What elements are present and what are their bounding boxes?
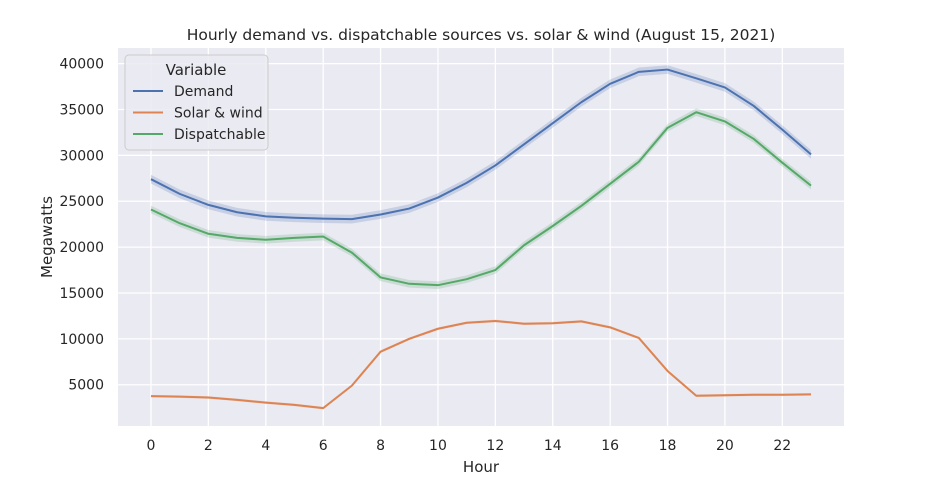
x-tick-label: 2 [204, 438, 213, 454]
y-tick-label: 25000 [59, 194, 104, 210]
y-tick-label: 10000 [59, 332, 104, 348]
x-tick-label: 0 [147, 438, 156, 454]
dispatchable-legend-label: Dispatchable [174, 127, 265, 143]
y-tick-label: 35000 [59, 102, 104, 118]
x-tick-label: 12 [486, 438, 504, 454]
x-tick-label: 8 [376, 438, 385, 454]
dispatchable-line [150, 111, 812, 287]
y-tick-label: 40000 [59, 57, 104, 73]
legend-items: Demand Solar & wind Dispatchable [133, 84, 265, 143]
legend-box [124, 54, 269, 151]
x-tick-label: 20 [716, 438, 734, 454]
x-tick-label: 16 [601, 438, 619, 454]
x-tick-label: 22 [773, 438, 791, 454]
x-tick-labels: 0 2 4 6 8 10 12 14 16 18 20 22 [147, 438, 792, 454]
chart-title: Hourly demand vs. dispatchable sources v… [187, 26, 776, 44]
x-tick-label: 18 [659, 438, 677, 454]
y-tick-label: 20000 [59, 240, 104, 256]
x-tick-label: 14 [544, 438, 562, 454]
x-tick-label: 6 [319, 438, 328, 454]
x-axis-label: Hour [463, 458, 500, 476]
solar-wind-legend-label: Solar & wind [174, 106, 263, 122]
x-tick-label: 10 [429, 438, 447, 454]
y-tick-labels: 5000 10000 15000 20000 25000 30000 35000 40000 [59, 57, 104, 394]
demand-legend-label: Demand [174, 84, 233, 100]
solar-wind-line [150, 319, 812, 410]
y-axis-label: Megawatts [38, 196, 56, 278]
y-tick-label: 5000 [68, 378, 104, 394]
y-tick-label: 30000 [59, 148, 104, 164]
x-tick-label: 4 [261, 438, 270, 454]
legend: Variable Demand Solar & wind Dispatchable [124, 54, 269, 151]
demand-line [150, 68, 812, 221]
y-tick-label: 15000 [59, 286, 104, 302]
series-lines [150, 68, 812, 410]
legend-title: Variable [166, 61, 227, 79]
